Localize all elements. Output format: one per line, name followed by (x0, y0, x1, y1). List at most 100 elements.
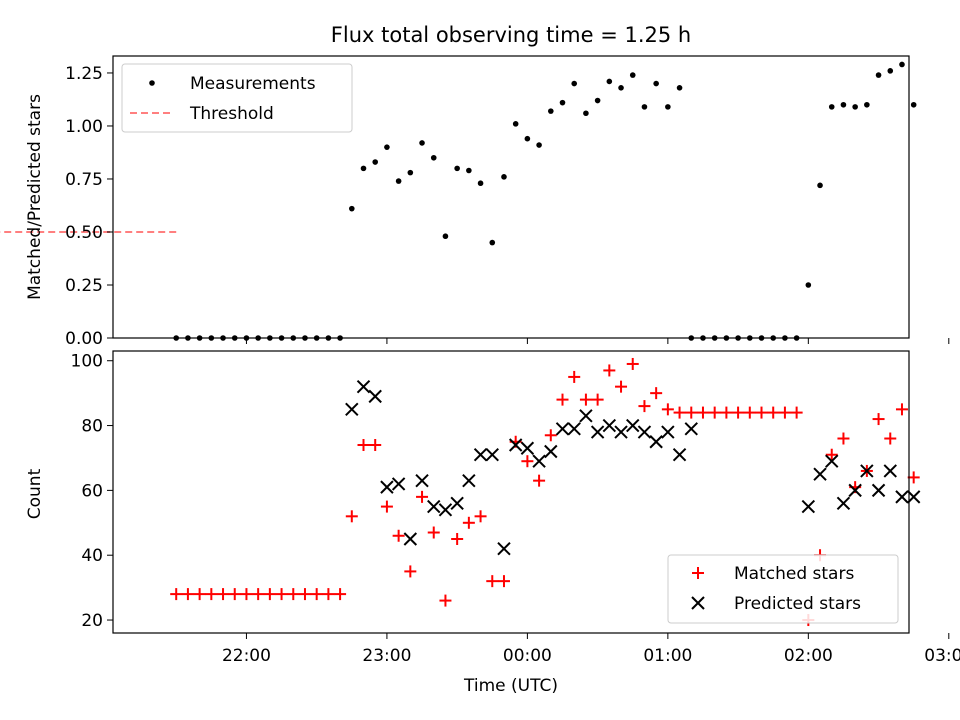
bottom-x-axis-ticks: 22:00 23:00 00:00 01:00 02:00 03:00 (222, 633, 960, 666)
matched-star-point (673, 406, 686, 419)
matched-star-point (369, 439, 382, 451)
predicted-star-point (813, 467, 827, 481)
predicted-star-point (450, 496, 464, 511)
predicted-star-point (391, 477, 406, 491)
matched-star-point (626, 357, 639, 370)
predicted-star-stroke-b (473, 448, 488, 462)
measurement-point (454, 165, 460, 172)
matched-star-point (486, 575, 499, 588)
matched-star-point (685, 406, 698, 419)
matched-star-point (638, 400, 651, 413)
matched-star-point (743, 406, 756, 419)
predicted-star-stroke-b (438, 503, 453, 517)
predicted-star-point (497, 542, 511, 556)
matched-star-point (439, 594, 452, 607)
predicted-star-stroke-b (427, 499, 441, 514)
matched-star-point (252, 588, 265, 601)
predicted-star-stroke-b (345, 402, 359, 417)
bottom-chart-panel: 20 40 60 80 100 22:00 23:00 00:00 01:00 02:00 03:… (25, 350, 960, 696)
matched-star-point (579, 393, 592, 406)
measurement-point (618, 85, 624, 91)
predicted-star-stroke-b (614, 425, 628, 439)
predicted-star-point (356, 379, 371, 394)
matched-star-point (298, 588, 311, 601)
predicted-star-point (508, 438, 523, 452)
predicted-star-point (345, 402, 359, 417)
measurement-point (594, 97, 601, 104)
bottom-y-tick-label: 80 (81, 417, 103, 437)
predicted-star-stroke-b (661, 425, 675, 439)
matched-star-point (322, 588, 335, 601)
top-axes-frame (112, 55, 910, 339)
matched-star-point (708, 406, 721, 419)
predicted-star-point (602, 418, 617, 433)
predicted-star-point (672, 448, 687, 462)
measurement-point (665, 104, 671, 110)
matched-star-point (345, 510, 358, 523)
measurement-point (489, 239, 496, 246)
matched-star-point (884, 432, 897, 445)
predicted-star-point (661, 425, 675, 439)
measurement-point (899, 61, 905, 68)
predicted-star-stroke-b (883, 464, 897, 478)
top-y-tick-label: 0.00 (65, 329, 103, 349)
matched-star-point (720, 406, 733, 419)
matched-star-point (427, 526, 440, 539)
matched-star-point (521, 455, 534, 468)
predicted-star-point (485, 448, 499, 462)
measurement-point (828, 104, 835, 110)
matched-star-point (732, 406, 745, 419)
matched-star-point (474, 510, 487, 523)
predicted-star-stroke-b (544, 444, 558, 459)
matched-star-point (544, 429, 557, 442)
predicted-star-point (801, 499, 816, 514)
x-tick-label: 00:00 (503, 646, 552, 666)
predicted-star-point (836, 496, 851, 511)
matched-star-point (790, 406, 803, 419)
bottom-axes-frame (112, 350, 910, 634)
top-y-axis-ticks: 0.00 0.25 0.50 0.75 1.00 1.25 (65, 64, 113, 349)
predicted-star-point (614, 425, 628, 439)
top-legend-box (121, 63, 353, 133)
x-tick-label: 01:00 (643, 646, 692, 666)
predicted-star-point (895, 490, 909, 504)
predicted-star-stroke-b (555, 422, 570, 436)
matched-star-point (310, 588, 323, 601)
matched-star-point (615, 380, 628, 393)
predicted-star-point (883, 464, 897, 478)
predicted-star-stroke-b (520, 441, 535, 455)
predicted-star-stroke-b (684, 422, 698, 436)
predicted-star-stroke-b (356, 379, 371, 394)
top-chart-panel: Flux total observing time = 1.25 h 0.000… (0, 23, 950, 349)
measurement-point (583, 110, 589, 117)
bottom-y-axis-ticks: 20 40 60 80 100 (71, 352, 113, 631)
x-tick-label: 23:00 (362, 646, 411, 666)
matched-star-point (895, 403, 908, 416)
predicted-star-stroke-b (485, 448, 499, 462)
measurement-point (407, 169, 414, 176)
matched-star-point (392, 529, 405, 542)
bottom-y-tick-label: 60 (81, 481, 103, 501)
matched-star-point (650, 387, 663, 400)
measurement-point (477, 180, 484, 187)
measurement-point (676, 85, 683, 91)
predicted-star-stroke-b (825, 454, 839, 468)
matched-star-point (755, 406, 768, 419)
matched-star-point (380, 500, 393, 513)
measurement-point (548, 108, 554, 114)
bottom-y-tick-label: 20 (81, 611, 103, 631)
predicted-star-stroke-b (836, 496, 851, 511)
x-axis-label: Time (UTC) (463, 676, 558, 696)
predicted-star-stroke-b (813, 467, 827, 481)
predicted-stars-points (345, 379, 921, 556)
predicted-star-point (555, 422, 570, 436)
predicted-star-stroke-b (450, 496, 464, 511)
bottom-legend: Matched stars Predicted stars (667, 554, 899, 624)
predicted-star-stroke-b (895, 490, 909, 504)
measurement-point (372, 159, 379, 165)
measurement-point (524, 135, 531, 142)
predicted-star-stroke-b (415, 473, 429, 488)
measurement-point (910, 101, 917, 108)
measurement-point (840, 101, 847, 108)
